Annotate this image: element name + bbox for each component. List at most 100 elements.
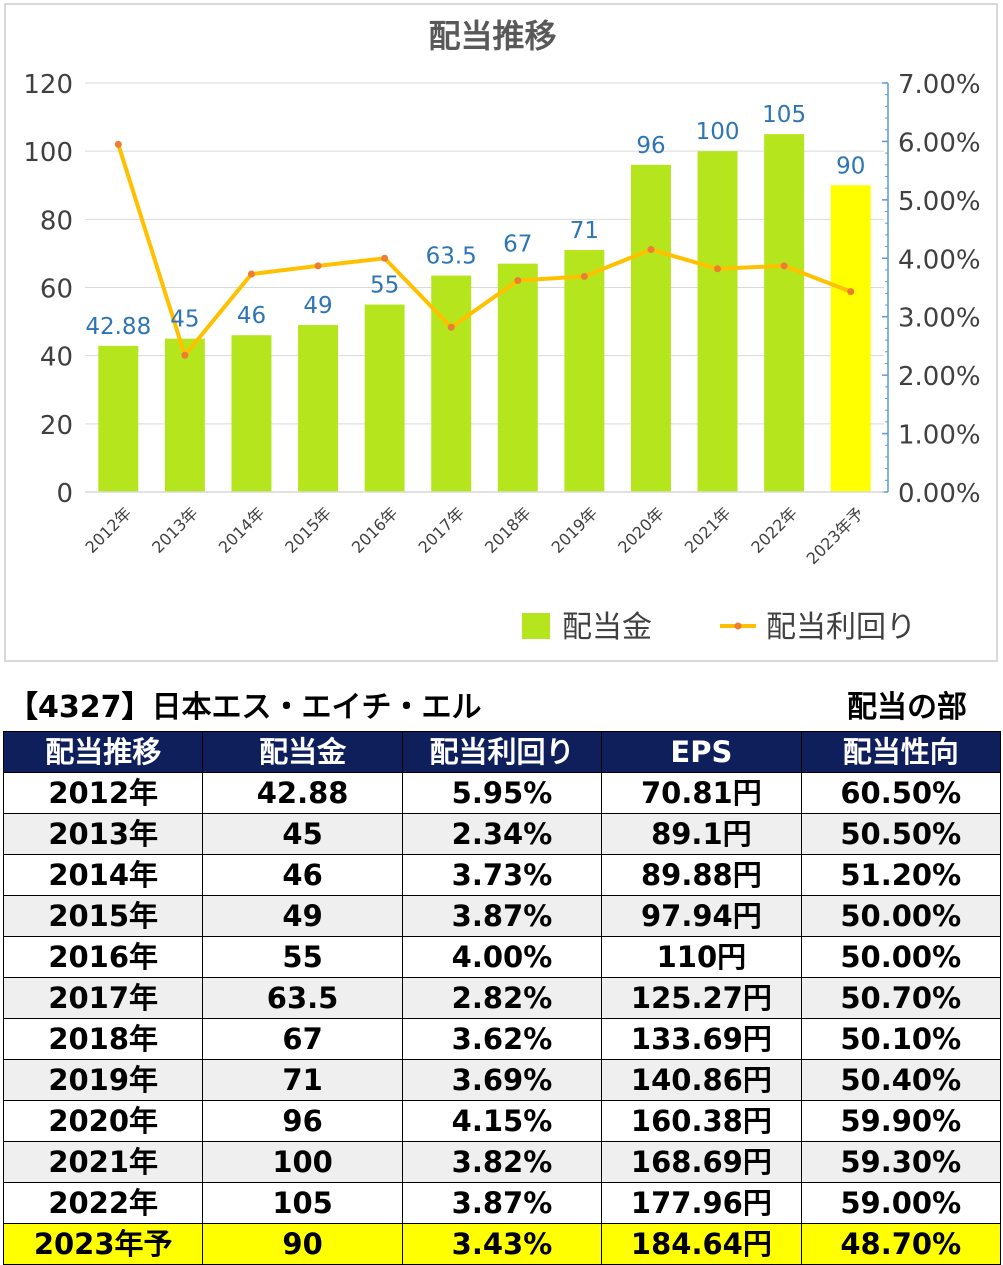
yield-line xyxy=(116,143,852,358)
bar xyxy=(298,324,339,492)
table-cell: 3.69% xyxy=(401,1059,603,1101)
header-cell: 配当推移 xyxy=(2,731,204,773)
table-cell: 50.00% xyxy=(800,936,1002,978)
table-row: 2022年 105 3.87% 177.96円 59.00% xyxy=(2,1182,1002,1224)
table-cell: 89.1円 xyxy=(601,813,802,855)
table-cell: 4.00% xyxy=(401,936,603,978)
table-cell: 140.86円 xyxy=(601,1059,802,1101)
x-tick-label: 2021年 xyxy=(681,503,735,557)
y-right-tick-label: 7.00% xyxy=(898,70,981,100)
table-cell: 71 xyxy=(202,1059,403,1101)
y-left-tick-label: 0 xyxy=(56,479,73,509)
yield-point xyxy=(247,270,255,278)
table-row: 2021年 100 3.82% 168.69円 59.30% xyxy=(2,1141,1002,1183)
bar-data-label: 96 xyxy=(636,133,665,159)
y-left-tick-label: 60 xyxy=(40,275,73,305)
yield-point xyxy=(780,262,788,270)
table-row: 2014年 46 3.73% 89.88円 51.20% xyxy=(2,854,1002,896)
x-tick-label: 2019年 xyxy=(548,503,602,557)
header-cell: 配当利回り xyxy=(401,731,603,773)
bar xyxy=(564,250,605,492)
yield-point xyxy=(580,272,588,280)
table-cell: 70.81円 xyxy=(601,772,802,814)
bar-data-label: 90 xyxy=(836,153,865,179)
table-cell: 110円 xyxy=(601,936,802,978)
table-cell: 2017年 xyxy=(2,977,204,1019)
table-cell: 3.87% xyxy=(401,895,603,937)
x-tick-label: 2012年 xyxy=(82,503,136,557)
bar-data-label: 100 xyxy=(696,119,740,145)
bar xyxy=(364,304,405,492)
y-left-tick-label: 40 xyxy=(40,343,73,373)
table-cell: 50.00% xyxy=(800,895,1002,937)
bar-data-label: 46 xyxy=(237,303,266,329)
table-cell: 2.34% xyxy=(401,813,603,855)
table-cell: 63.5 xyxy=(202,977,403,1019)
table-cell: 2022年 xyxy=(2,1182,204,1224)
table-row: 2019年 71 3.69% 140.86円 50.40% xyxy=(2,1059,1002,1101)
table-cell: 55 xyxy=(202,936,403,978)
bar xyxy=(164,338,205,492)
y-right-tick-label: 0.00% xyxy=(898,479,981,509)
table-cell: 59.00% xyxy=(800,1182,1002,1224)
bar-data-label: 67 xyxy=(503,232,532,258)
table-cell: 2012年 xyxy=(2,772,204,814)
x-tick-label: 2015年 xyxy=(281,503,335,557)
table-cell: 59.30% xyxy=(800,1141,1002,1183)
table-cell: 50.50% xyxy=(800,813,1002,855)
table-row: 2016年 55 4.00% 110円 50.00% xyxy=(2,936,1002,978)
bar-data-label: 71 xyxy=(570,218,599,244)
yield-point xyxy=(647,246,655,254)
table-row: 2015年 49 3.87% 97.94円 50.00% xyxy=(2,895,1002,937)
table-cell: 5.95% xyxy=(401,772,603,814)
legend-line-marker xyxy=(734,622,742,630)
table-cell: 50.10% xyxy=(800,1018,1002,1060)
x-tick-label: 2022年 xyxy=(747,503,801,557)
legend-bar-label: 配当金 xyxy=(562,610,652,645)
y-right-tick-label: 5.00% xyxy=(898,187,981,217)
table-cell: 89.88円 xyxy=(601,854,802,896)
table-cell: 50.40% xyxy=(800,1059,1002,1101)
legend-line-label: 配当利回り xyxy=(766,610,916,645)
bar-data-label: 42.88 xyxy=(85,314,151,340)
x-tick-label: 2017年 xyxy=(414,503,468,557)
table-cell: 3.43% xyxy=(401,1223,603,1265)
chart-frame: 配当推移 0 20 40 60 80 100 120 0.00% 1.00% 2.00% 3.00% 4… xyxy=(4,3,998,662)
table-cell: 2.82% xyxy=(401,977,603,1019)
bar-data-label: 105 xyxy=(762,102,806,128)
bar xyxy=(830,185,871,492)
y-right-tick-label: 1.00% xyxy=(898,421,981,451)
x-tick-label: 2018年 xyxy=(481,503,535,557)
table-cell: 59.90% xyxy=(800,1100,1002,1142)
bar xyxy=(630,164,671,493)
y-right-tick-label: 6.00% xyxy=(898,128,981,158)
bar-data-label: 55 xyxy=(370,273,399,299)
y-left-tick-label: 100 xyxy=(23,138,73,168)
table-cell: 49 xyxy=(202,895,403,937)
table-cell: 2023年予 xyxy=(2,1223,204,1265)
table-cell: 2019年 xyxy=(2,1059,204,1101)
y-left-tick-label: 80 xyxy=(40,206,73,236)
table-row: 2023年予 90 3.43% 184.64円 48.70% xyxy=(2,1223,1002,1265)
table-cell: 133.69円 xyxy=(601,1018,802,1060)
table-cell: 51.20% xyxy=(800,854,1002,896)
bar-data-label: 45 xyxy=(170,307,199,333)
table-cell: 67 xyxy=(202,1018,403,1060)
table-cell: 100 xyxy=(202,1141,403,1183)
bar xyxy=(231,335,272,492)
company-title: 【4327】日本エス・エイチ・エル xyxy=(8,690,482,725)
table-row: 2018年 67 3.62% 133.69円 50.10% xyxy=(2,1018,1002,1060)
table-cell: 2016年 xyxy=(2,936,204,978)
section-title: 配当の部 xyxy=(847,690,967,725)
bar xyxy=(697,151,738,492)
x-tick-label: 2013年 xyxy=(148,503,202,557)
table-cell: 184.64円 xyxy=(601,1223,802,1265)
table-cell: 160.38円 xyxy=(601,1100,802,1142)
yield-point xyxy=(381,254,389,262)
table-row: 2012年 42.88 5.95% 70.81円 60.50% xyxy=(2,772,1002,814)
table-cell: 60.50% xyxy=(800,772,1002,814)
table-cell: 3.62% xyxy=(401,1018,603,1060)
table-cell: 2021年 xyxy=(2,1141,204,1183)
table-cell: 46 xyxy=(202,854,403,896)
table-cell: 42.88 xyxy=(202,772,403,814)
